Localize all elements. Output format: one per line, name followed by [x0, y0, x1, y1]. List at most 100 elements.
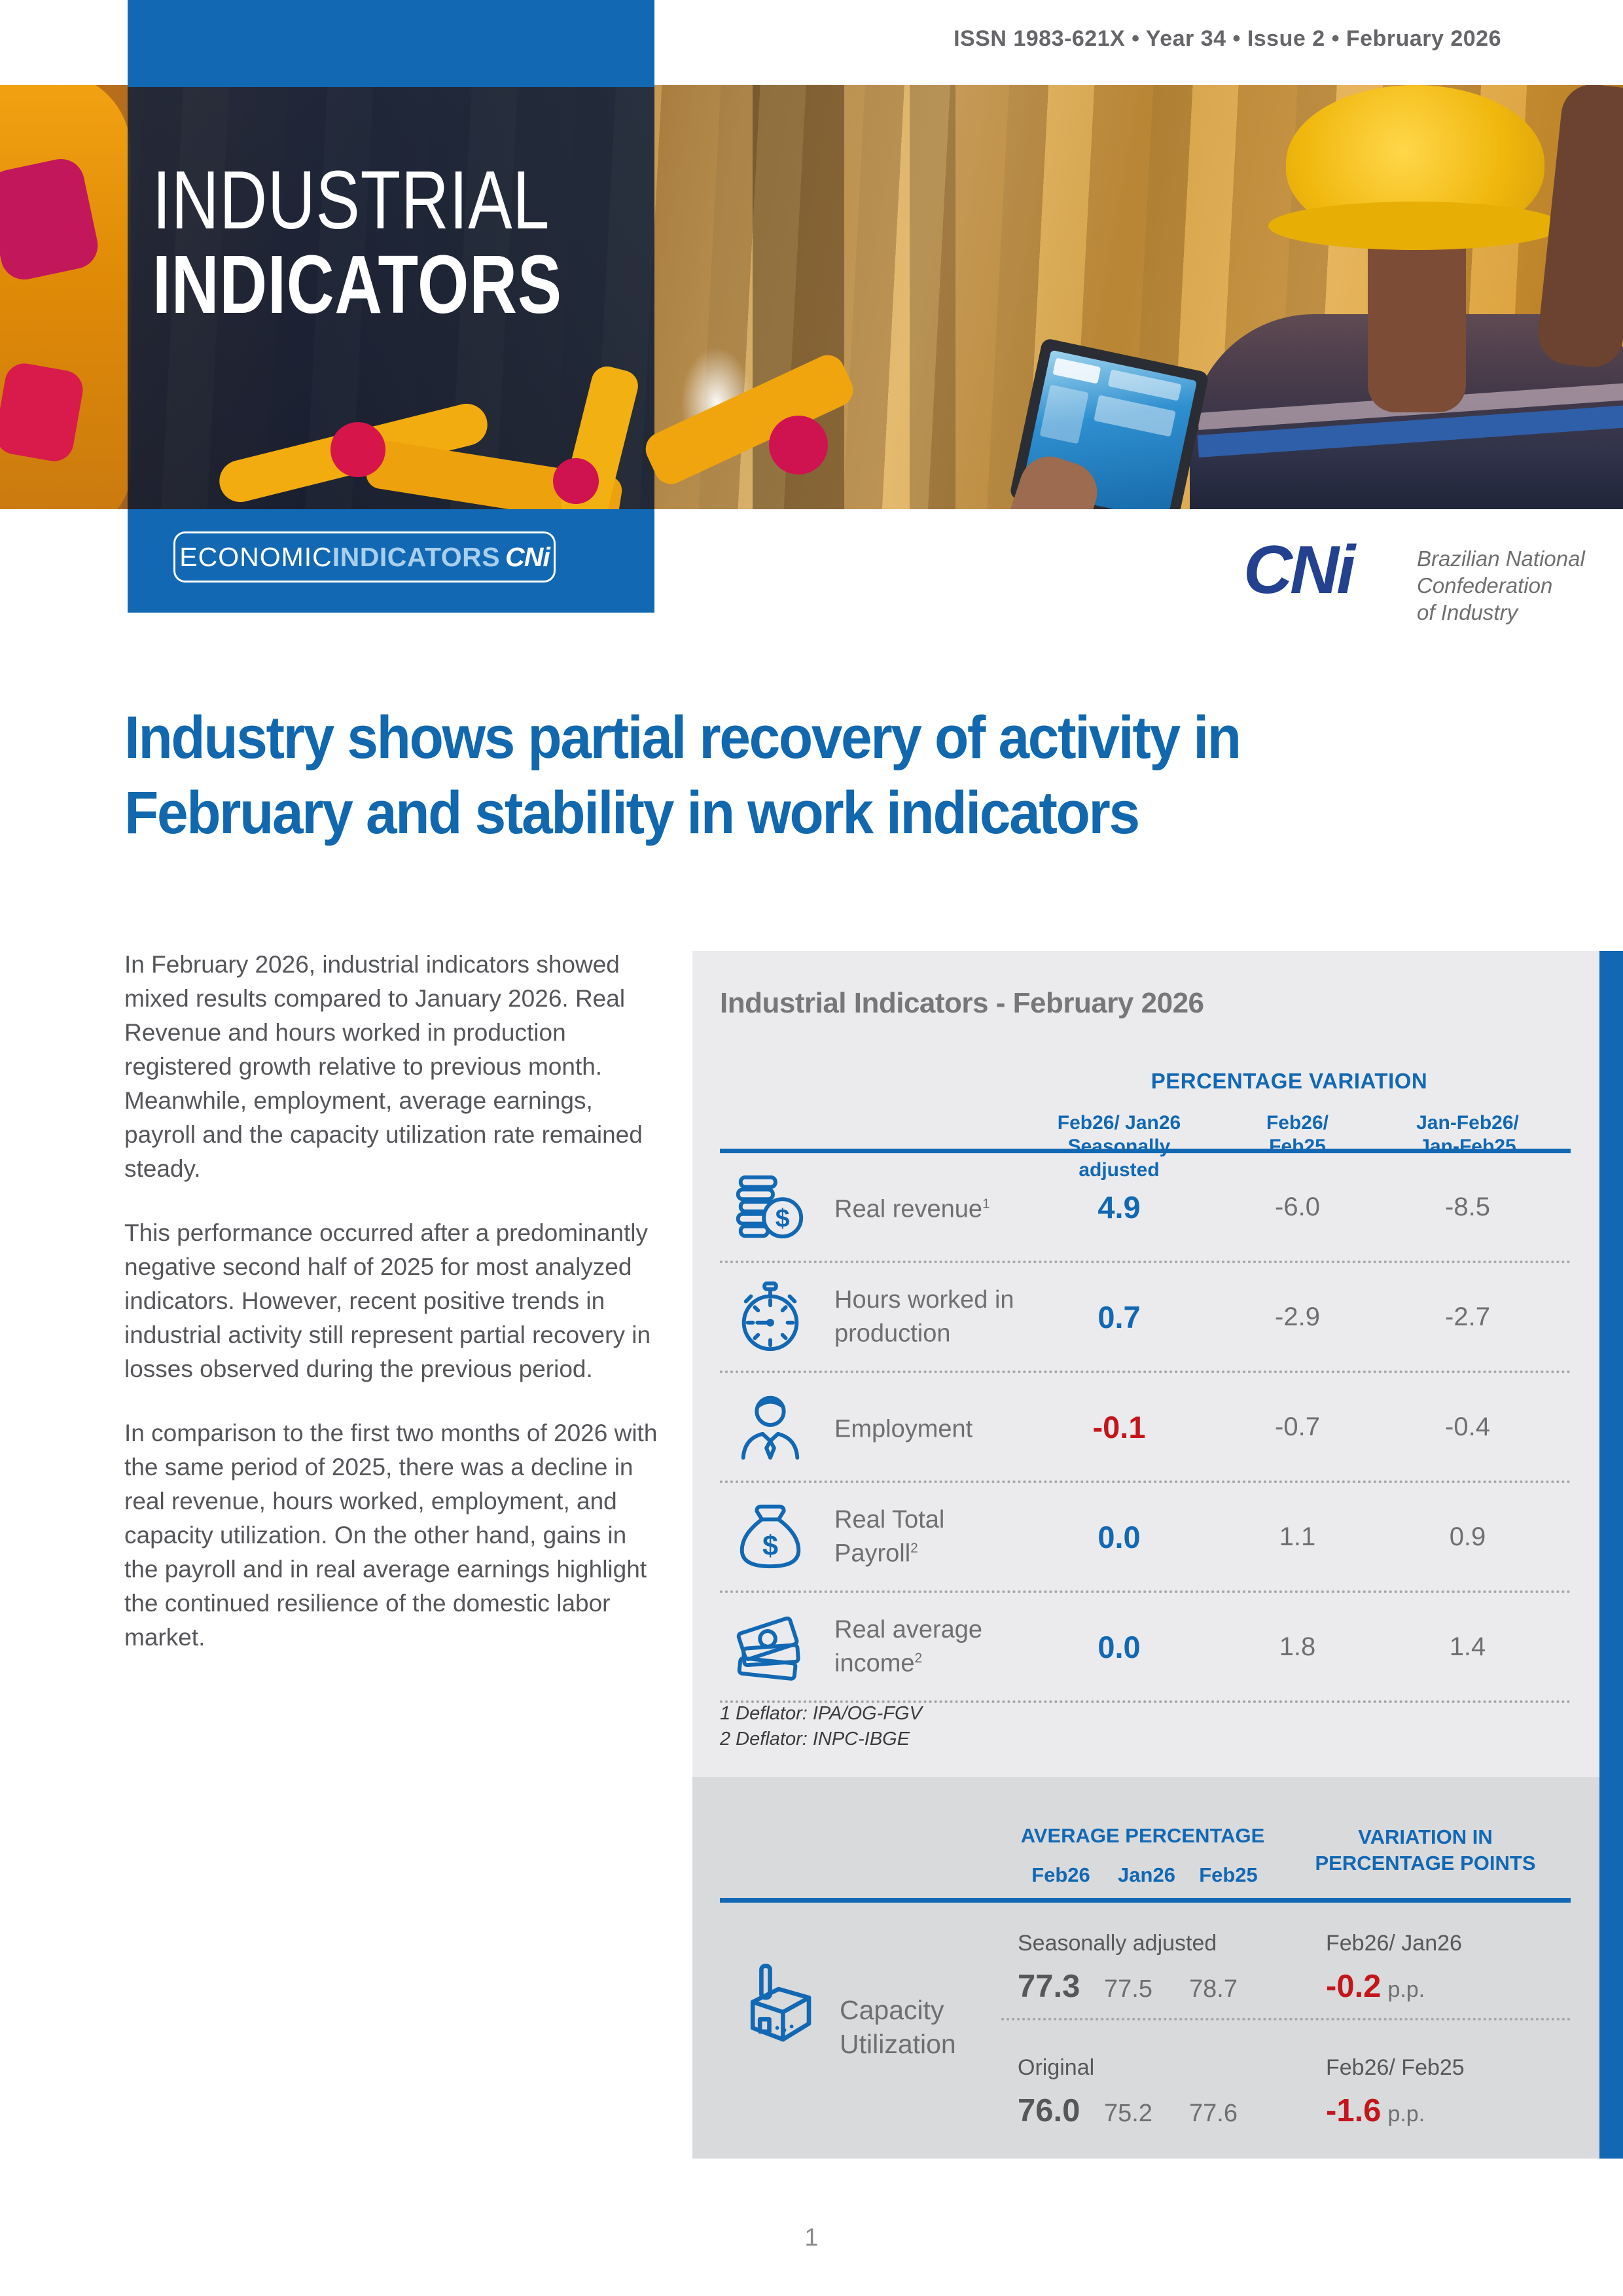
money-bag-icon: $	[720, 1498, 834, 1575]
column-header: Jan-Feb26/ Jan-Feb25	[1416, 1112, 1519, 1157]
footnote-2: 2 Deflator: INPC-IBGE	[720, 1729, 910, 1749]
panel-title: Industrial Indicators - February 2026	[720, 987, 1204, 1019]
row-label: Hours worked in production	[834, 1286, 1014, 1348]
banknotes-icon	[720, 1608, 834, 1685]
value-yoy: 1.1	[1279, 1522, 1316, 1551]
page-number: 1	[804, 2224, 819, 2251]
cni-name-line3: of Industry	[1417, 600, 1518, 624]
capacity-values-row: 76.0 75.2 77.6	[1018, 2092, 1268, 2129]
variation-value: -1.6	[1326, 2093, 1382, 2128]
brand-block-bottom	[128, 509, 654, 613]
worker-helmet-brim	[1268, 202, 1563, 250]
table-row: Employment -0.1 -0.7 -0.4	[720, 1373, 1571, 1483]
value-ytd: 1.4	[1449, 1632, 1486, 1661]
avg-col-jan26: Jan26	[1118, 1863, 1175, 1886]
value-mom: 0.0	[1097, 1519, 1141, 1554]
value-mom: -0.1	[1092, 1409, 1146, 1444]
panel-accent-bar	[1599, 951, 1623, 2159]
badge-cni: CNi	[505, 541, 550, 572]
headline-line1: Industry shows partial recovery of activ…	[124, 704, 1241, 771]
row-label: Real average income2	[834, 1616, 983, 1677]
table-row: $ Real Total Payroll2 0.0 1.1 0.9	[720, 1483, 1571, 1593]
avg-col-feb26: Feb26	[1031, 1863, 1090, 1886]
value-mom: 4.9	[1097, 1189, 1141, 1225]
cni-name-line1: Brazilian National	[1417, 547, 1585, 571]
footnote-1: 1 Deflator: IPA/OG-FGV	[720, 1703, 922, 1724]
average-percentage-header: AVERAGE PERCENTAGE	[1020, 1824, 1265, 1847]
masthead-title-line1: INDUSTRIAL	[152, 154, 550, 246]
series-label-seasonally-adjusted: Seasonally adjusted	[1018, 1931, 1217, 1956]
body-column: In February 2026, industrial indicators …	[124, 948, 658, 1685]
cni-logo: CNi	[1243, 532, 1355, 608]
tablet-ui-block	[1052, 357, 1101, 384]
economic-indicators-badge: ECONOMIC INDICATORS CNi	[173, 531, 556, 583]
series-label-original: Original	[1018, 2055, 1095, 2080]
paragraph-1: In February 2026, industrial indicators …	[124, 951, 643, 1182]
robot-joint-red	[330, 422, 385, 477]
paragraph-3: In comparison to the first two months of…	[124, 1420, 658, 1651]
value-ytd: -2.7	[1445, 1302, 1490, 1331]
badge-indicators: INDICATORS	[332, 541, 501, 572]
capacity-value-feb25: 77.6	[1189, 2100, 1238, 2127]
value-mom: 0.7	[1097, 1299, 1141, 1335]
average-percentage-columns: Feb26 Jan26 Feb25	[1018, 1863, 1268, 1887]
table-footnotes: 1 Deflator: IPA/OG-FGV 2 Deflator: INPC-…	[720, 1701, 922, 1752]
variation-label: Feb26/ Feb25	[1326, 2055, 1465, 2080]
column-header: Feb26/ Jan26 Seasonally adjusted	[1057, 1112, 1181, 1181]
cni-logo-name: Brazilian National Confederation of Indu…	[1417, 545, 1585, 626]
column-header: Feb26/ Feb25	[1266, 1112, 1329, 1157]
tablet-ui-block	[1094, 395, 1176, 437]
variation-header: VARIATION IN PERCENTAGE POINTS	[1315, 1825, 1536, 1874]
capacity-value-feb25: 78.7	[1189, 1975, 1238, 2003]
capacity-value-feb26: 77.3	[1018, 1969, 1080, 2004]
value-yoy: 1.8	[1279, 1632, 1316, 1661]
capacity-utilization-label: Capacity Utilization	[840, 1995, 956, 2059]
table-row: Real average income2 0.0 1.8 1.4	[720, 1593, 1571, 1703]
table-row: Hours worked in production 0.7 -2.9 -2.7	[720, 1263, 1571, 1373]
capacity-value-jan26: 75.2	[1104, 2100, 1152, 2127]
capacity-value-feb26: 76.0	[1018, 2093, 1080, 2128]
value-yoy: -2.9	[1275, 1302, 1320, 1331]
table-row: $ Real revenue1 4.9 -6.0 -8.5	[720, 1153, 1571, 1263]
photo-pole	[910, 85, 955, 509]
indicators-rows: $ Real revenue1 4.9 -6.0 -8.5	[720, 1153, 1571, 1703]
row-label: Real Total Payroll2	[834, 1506, 945, 1568]
value-ytd: -8.5	[1445, 1192, 1490, 1221]
svg-text:$: $	[762, 1531, 778, 1562]
stopwatch-icon	[720, 1278, 834, 1355]
variation-unit: p.p.	[1387, 1977, 1425, 2002]
row-label: Employment	[834, 1415, 973, 1443]
tablet-ui-block	[1039, 384, 1089, 444]
header-rule	[720, 1149, 1571, 1153]
table-column-headers: Feb26/ Jan26 Seasonally adjusted Feb26/ …	[720, 1111, 1548, 1182]
headline-line2: February and stability in work indicator…	[124, 780, 1140, 846]
variation-value-row: -0.2 p.p.	[1326, 1968, 1425, 2005]
paragraph-2: This performance occurred after a predom…	[124, 1219, 651, 1382]
tablet-ui-block	[1107, 369, 1182, 401]
variation-value: -0.2	[1326, 1969, 1382, 2004]
worker-icon	[720, 1388, 834, 1465]
issn-line: ISSN 1983-621X • Year 34 • Issue 2 • Feb…	[954, 26, 1501, 51]
capacity-values-row: 77.3 77.5 78.7	[1018, 1968, 1268, 2005]
value-yoy: -0.7	[1275, 1412, 1320, 1441]
avg-col-feb25: Feb25	[1199, 1863, 1258, 1886]
robot-joint-red	[769, 416, 828, 475]
value-ytd: 0.9	[1449, 1522, 1486, 1551]
value-ytd: -0.4	[1445, 1412, 1490, 1441]
capacity-row-separator	[1001, 2018, 1571, 2020]
capacity-utilization-panel: AVERAGE PERCENTAGE Feb26 Jan26 Feb25 VAR…	[692, 1777, 1599, 2159]
svg-text:$: $	[776, 1204, 790, 1232]
robot-joint-red	[553, 458, 599, 504]
cni-name-line2: Confederation	[1417, 573, 1553, 598]
variation-unit: p.p.	[1387, 2102, 1425, 2126]
badge-economic: ECONOMIC	[179, 541, 332, 572]
row-label: Real revenue1	[834, 1195, 990, 1223]
variation-value-row: -1.6 p.p.	[1326, 2092, 1425, 2129]
factory-icon	[737, 1960, 823, 2050]
capacity-value-jan26: 77.5	[1104, 1975, 1152, 2003]
percentage-variation-header: PERCENTAGE VARIATION	[1150, 1069, 1428, 1093]
indicators-panel: Industrial Indicators - February 2026 PE…	[692, 951, 1599, 1777]
value-yoy: -6.0	[1275, 1192, 1320, 1221]
masthead-title-line2: INDICATORS	[152, 238, 562, 331]
